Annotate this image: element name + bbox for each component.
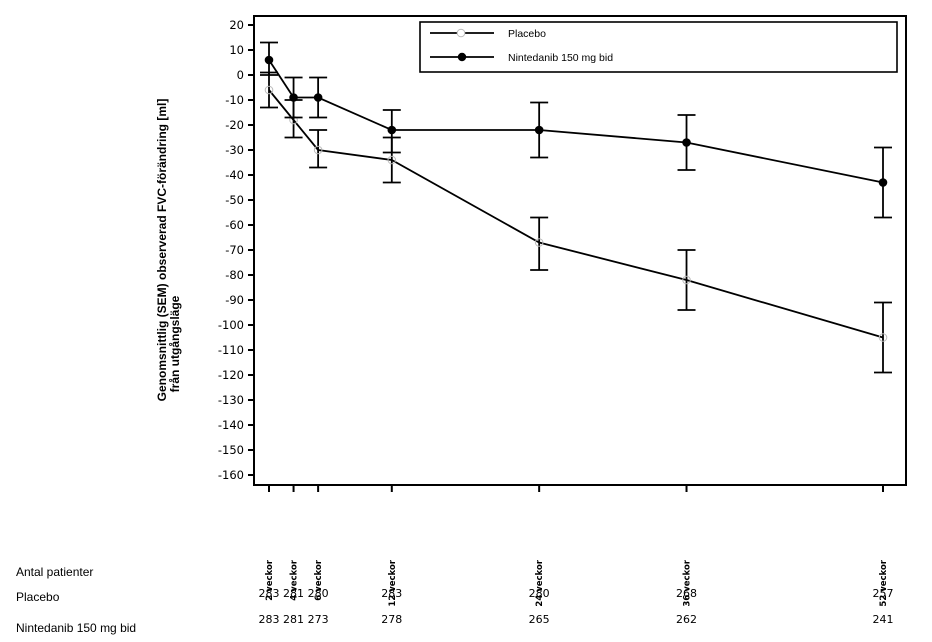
series-nintedanib — [260, 41, 892, 219]
legend-nintedanib-marker — [457, 52, 467, 62]
data-point — [878, 178, 888, 187]
y-tick-label: -150 — [218, 443, 244, 457]
patient-count: 283 — [381, 587, 402, 600]
patient-count: 262 — [676, 613, 697, 626]
x-tick-label: 4 veckor — [290, 559, 300, 600]
data-point — [313, 145, 323, 155]
y-tick-label: -80 — [225, 268, 244, 282]
series-layer — [260, 41, 892, 374]
patient-count: 278 — [381, 613, 402, 626]
patient-count: 281 — [283, 613, 304, 626]
y-tick-label: -70 — [225, 243, 244, 257]
legend-placebo-marker — [456, 28, 466, 38]
y-tick-label: -50 — [225, 193, 244, 207]
data-point — [682, 138, 691, 147]
series-line — [268, 89, 884, 339]
patient-count: 241 — [873, 613, 894, 626]
x-tick-label: 12 veckor — [388, 559, 398, 606]
patient-count: 283 — [259, 613, 280, 626]
y-tick-label: -160 — [218, 468, 244, 482]
patient-count: 273 — [308, 613, 329, 626]
y-tick-label: -140 — [218, 418, 244, 432]
y-axis-title: Genomsnittlig (SEM) observerad FVC-förän… — [155, 99, 182, 402]
series-line — [268, 59, 884, 184]
series-placebo — [260, 71, 892, 374]
data-point — [264, 85, 274, 95]
axes: 20 10 0 -10 -20 -30 -40 -50 -60 -70 -80 -90 -100 -110… — [218, 15, 907, 492]
y-tick-label: 0 — [237, 68, 244, 82]
legend-placebo-label: Placebo — [508, 28, 546, 40]
y-tick-label: -10 — [225, 93, 244, 107]
data-point — [387, 155, 397, 165]
data-point — [682, 275, 691, 285]
x-tick-label: 2 veckor — [265, 559, 275, 600]
y-tick-label: 10 — [229, 43, 244, 57]
y-tick-label: -110 — [218, 343, 244, 357]
x-tick-label: 6 veckor — [314, 559, 324, 600]
x-tick-labels: 2 veckor 4 veckor 6 veckor 12 veckor 24 veck… — [265, 559, 889, 606]
patient-count: 281 — [283, 587, 304, 600]
y-tick-label: -130 — [218, 393, 244, 407]
data-point — [264, 55, 274, 65]
plot-frame — [253, 15, 907, 486]
y-tick-label: -20 — [225, 118, 244, 132]
legend-nintedanib-label: Nintedanib 150 mg bid — [508, 52, 613, 64]
patient-count: 257 — [873, 587, 894, 600]
y-tick-label: -90 — [225, 293, 244, 307]
y-tick-label: -60 — [225, 218, 244, 232]
patient-count: 280 — [308, 587, 329, 600]
patients-row-label-nintedanib: Nintedanib 150 mg bid — [16, 621, 137, 635]
patient-count: 280 — [529, 587, 550, 600]
y-axis-title-line2: från utgångsläge — [168, 295, 182, 392]
x-tick-label: 24 veckor — [535, 559, 545, 606]
patient-count: 265 — [529, 613, 550, 626]
data-point — [313, 93, 323, 102]
data-point — [534, 125, 544, 135]
patient-count: 283 — [259, 587, 280, 600]
data-point — [534, 238, 544, 247]
x-tick-label: 52 veckor — [879, 559, 889, 606]
y-axis-title-line1: Genomsnittlig (SEM) observerad FVC-förän… — [155, 99, 169, 402]
legend: Placebo Nintedanib 150 mg bid — [419, 21, 898, 73]
data-point — [878, 333, 888, 342]
y-tick-label: -40 — [225, 168, 244, 182]
data-point — [387, 125, 397, 135]
y-tick-label: -100 — [218, 318, 244, 332]
x-tick-label: 36 veckor — [683, 559, 693, 606]
patient-count: 268 — [676, 587, 697, 600]
patients-table-header: Antal patienter — [16, 565, 94, 579]
data-point — [289, 93, 298, 102]
y-tick-label: -30 — [225, 143, 244, 157]
legend-box — [419, 21, 898, 73]
y-tick-label: -120 — [218, 368, 244, 382]
y-tick-label: 20 — [229, 18, 244, 32]
patients-row-label-placebo: Placebo — [16, 590, 60, 604]
